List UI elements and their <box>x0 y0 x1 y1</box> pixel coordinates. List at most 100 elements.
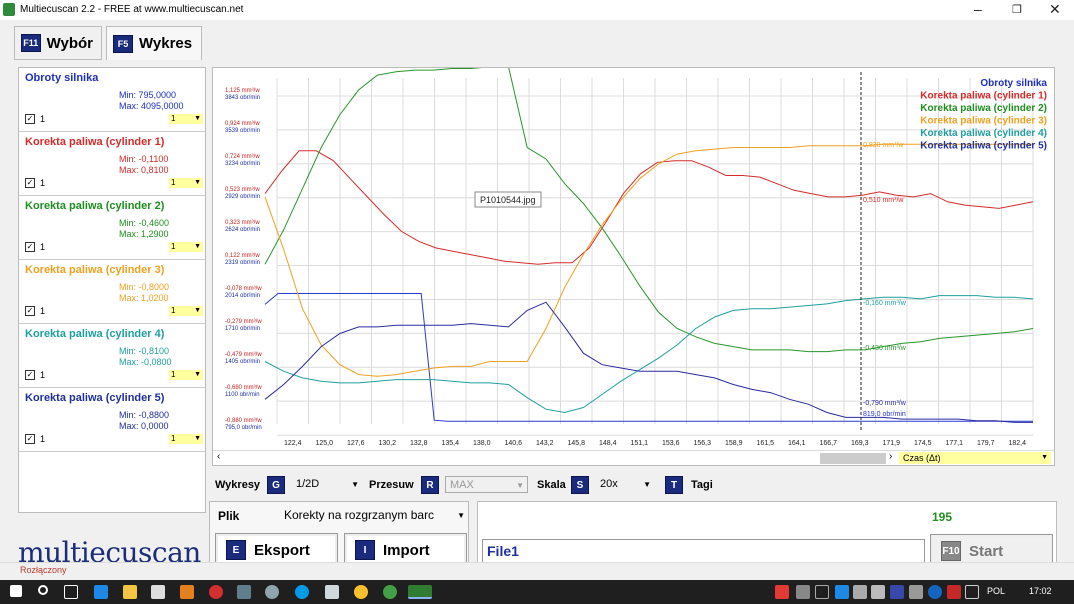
sensor-min: Min: -0,8000 <box>119 282 170 292</box>
tab-wykres[interactable]: F5 Wykres <box>106 26 202 60</box>
x-tick-label: 132,8 <box>410 440 428 447</box>
series-line <box>264 68 1034 353</box>
x-tick-label: 127,6 <box>347 440 365 447</box>
sensor-min: Min: -0,4600 <box>119 218 170 228</box>
multiecuscan-task-icon[interactable] <box>408 585 432 599</box>
przesuw-select-value: MAX <box>450 479 474 491</box>
cursor-value-label: -0,790 mm³/w <box>863 400 907 407</box>
sensor-scale-select[interactable]: 1 ▼ <box>169 306 203 316</box>
volume-icon[interactable] <box>871 585 885 599</box>
plik-panel: Plik Korekty na rozgrzanym barc ▼ E Eksp… <box>209 501 469 569</box>
sensor-checkbox[interactable]: ✓ <box>25 306 35 316</box>
legend-entry: Korekta paliwa (cylinder 4) <box>920 128 1047 139</box>
language-indicator[interactable]: POL <box>987 586 1006 596</box>
legend-entry: Korekta paliwa (cylinder 5) <box>920 141 1047 152</box>
plik-select[interactable]: Korekty na rozgrzanym barc ▼ <box>280 507 468 524</box>
przesuw-key-button[interactable]: R <box>421 476 439 494</box>
tab-wybor[interactable]: F11 Wybór <box>14 26 102 60</box>
sensor-check-label: 1 <box>40 242 46 252</box>
x-tick-label: 169,3 <box>851 440 869 447</box>
tray-icon-1[interactable] <box>775 585 789 599</box>
sensor-checkbox[interactable]: ✓ <box>25 434 35 444</box>
windows-start-icon[interactable] <box>10 585 22 597</box>
store-icon[interactable] <box>151 585 165 599</box>
y-tick-label-fuel: -0,279 mm³/w <box>225 319 262 325</box>
sensor-min: Min: -0,8100 <box>119 346 170 356</box>
tray-chevron-icon[interactable] <box>815 585 829 599</box>
sensor-checkbox[interactable]: ✓ <box>25 178 35 188</box>
sensor-scale-value: 1 <box>171 114 176 123</box>
import-button[interactable]: I Import <box>344 533 467 567</box>
maximize-icon[interactable]: ❐ <box>1012 4 1022 16</box>
scroll-thumb[interactable] <box>820 453 886 464</box>
sensor-scale-select[interactable]: 1 ▼ <box>169 242 203 252</box>
task-view-icon[interactable] <box>64 585 78 599</box>
app-icon-2[interactable] <box>265 585 279 599</box>
sensor-item[interactable]: Korekta paliwa (cylinder 1) Min: -0,1100 M… <box>19 132 205 196</box>
tray-icon-5[interactable] <box>928 585 942 599</box>
series-line <box>264 295 1034 414</box>
y-tick-label-rpm: 1100 obr/min <box>225 392 260 398</box>
x-tick-label: 174,5 <box>914 440 932 447</box>
media-icon[interactable] <box>180 585 194 599</box>
przesuw-select[interactable]: MAX ▼ <box>445 476 528 493</box>
sensor-scale-select[interactable]: 1 ▼ <box>169 178 203 188</box>
chevron-down-icon: ▼ <box>194 435 201 442</box>
app-icon-3[interactable] <box>325 585 339 599</box>
clock[interactable]: 17:02 <box>1029 586 1052 596</box>
tagi-group: Tagi <box>691 475 713 495</box>
wifi-icon[interactable] <box>909 585 923 599</box>
minimize-icon[interactable]: – <box>974 1 982 17</box>
edge-icon[interactable] <box>94 585 108 599</box>
chevron-down-icon: ▼ <box>516 481 524 490</box>
app-icon-4[interactable] <box>383 585 397 599</box>
plik-select-value: Korekty na rozgrzanym barc <box>284 508 435 522</box>
window-title: Multiecuscan 2.2 - FREE at www.multiecus… <box>20 4 244 15</box>
connection-status: Rozłączony <box>20 565 67 575</box>
file-panel: 195 File1 F10 Start <box>477 501 1057 569</box>
wykresy-select[interactable]: 1/2D ▼ <box>292 476 362 493</box>
y-tick-label-rpm: 1710 obr/min <box>225 326 260 332</box>
sensor-checkbox[interactable]: ✓ <box>25 114 35 124</box>
x-axis-select[interactable]: Czas (Δt) ▼ <box>899 452 1051 464</box>
cursor-value-label: 819,0 obr/min <box>863 411 906 418</box>
sensor-item[interactable]: Korekta paliwa (cylinder 5) Min: -0,8800 M… <box>19 388 205 452</box>
opera-icon[interactable] <box>209 585 223 599</box>
sensor-scale-select[interactable]: 1 ▼ <box>169 434 203 444</box>
scroll-left-icon[interactable]: ‹ <box>217 451 221 462</box>
wykresy-label: Wykresy <box>215 479 261 491</box>
sensor-scale-value: 1 <box>171 434 176 443</box>
y-tick-label-rpm: 795,0 obr/min <box>225 425 262 431</box>
notifications-icon[interactable] <box>965 585 979 599</box>
sensor-max: Max: -0,0800 <box>119 357 172 367</box>
skala-key-button[interactable]: S <box>571 476 589 494</box>
explorer-icon[interactable] <box>123 585 137 599</box>
tray-icon-3[interactable] <box>835 585 849 599</box>
chart-scrollbar[interactable]: ‹ › Czas (Δt) ▼ <box>213 450 1054 464</box>
sensor-checkbox[interactable]: ✓ <box>25 242 35 252</box>
chrome-icon[interactable] <box>354 585 368 599</box>
sensor-scale-select[interactable]: 1 ▼ <box>169 114 203 124</box>
sensor-item[interactable]: Korekta paliwa (cylinder 3) Min: -0,8000 M… <box>19 260 205 324</box>
y-tick-label-rpm: 2319 obr/min <box>225 260 260 266</box>
search-icon[interactable] <box>38 585 48 595</box>
tagi-key-button[interactable]: T <box>665 476 683 494</box>
skype-icon[interactable] <box>295 585 309 599</box>
skala-select[interactable]: 20x ▼ <box>596 476 654 493</box>
sensor-min: Min: -0,8800 <box>119 410 170 420</box>
scroll-right-icon[interactable]: › <box>889 451 893 462</box>
wykresy-key-button[interactable]: G <box>267 476 285 494</box>
chevron-down-icon: ▼ <box>194 179 201 186</box>
sensor-item[interactable]: Obroty silnika Min: 795,0000 Max: 4095,000… <box>19 68 205 132</box>
tray-icon-6[interactable] <box>947 585 961 599</box>
tray-icon-2[interactable] <box>796 585 810 599</box>
sensor-item[interactable]: Korekta paliwa (cylinder 4) Min: -0,8100 M… <box>19 324 205 388</box>
y-tick-label-rpm: 3234 obr/min <box>225 161 260 167</box>
sensor-item[interactable]: Korekta paliwa (cylinder 2) Min: -0,4600 M… <box>19 196 205 260</box>
close-icon[interactable]: ✕ <box>1049 1 1061 17</box>
y-tick-label-fuel: 0,122 mm³/w <box>225 253 260 259</box>
app-icon-1[interactable] <box>237 585 251 599</box>
sensor-scale-select[interactable]: 1 ▼ <box>169 370 203 380</box>
sensor-checkbox[interactable]: ✓ <box>25 370 35 380</box>
tray-icon-4[interactable] <box>890 585 904 599</box>
